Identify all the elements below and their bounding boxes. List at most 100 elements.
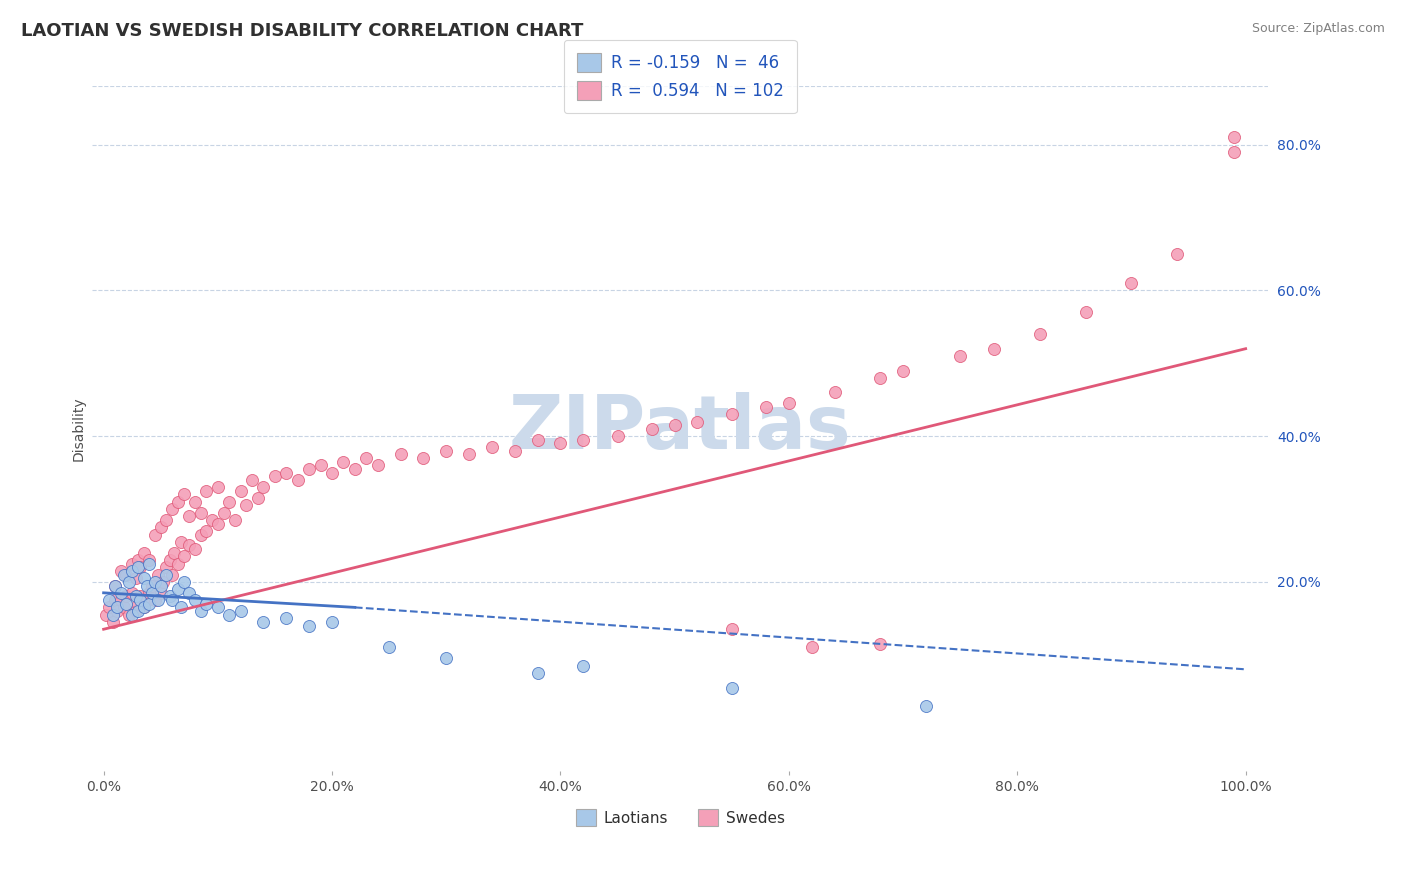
Point <box>246 491 269 505</box>
Point <box>207 600 229 615</box>
Point <box>121 607 143 622</box>
Point <box>132 600 155 615</box>
Point <box>240 473 263 487</box>
Point <box>105 604 128 618</box>
Point <box>138 586 160 600</box>
Point <box>143 574 166 589</box>
Point <box>118 607 141 622</box>
Point <box>129 593 152 607</box>
Point <box>148 567 170 582</box>
Point <box>141 578 163 592</box>
Point <box>127 597 149 611</box>
Point <box>149 520 172 534</box>
Point <box>503 443 526 458</box>
Point <box>190 604 212 618</box>
Point <box>572 433 595 447</box>
Point <box>141 586 163 600</box>
Point <box>166 557 188 571</box>
Point <box>869 637 891 651</box>
Point <box>207 480 229 494</box>
Point <box>124 590 146 604</box>
Point <box>252 615 274 629</box>
Point <box>343 462 366 476</box>
Point <box>159 553 181 567</box>
Point <box>129 590 152 604</box>
Point <box>195 597 218 611</box>
Point <box>132 600 155 615</box>
Point <box>1074 305 1097 319</box>
Point <box>332 455 354 469</box>
Point <box>136 593 159 607</box>
Point <box>155 567 177 582</box>
Point <box>755 400 778 414</box>
Point <box>149 586 172 600</box>
Point <box>101 615 124 629</box>
Point <box>155 560 177 574</box>
Point <box>159 590 181 604</box>
Point <box>287 473 309 487</box>
Point <box>195 483 218 498</box>
Point <box>915 698 938 713</box>
Point <box>309 458 332 473</box>
Point <box>127 553 149 567</box>
Point <box>121 557 143 571</box>
Point <box>115 590 138 604</box>
Point <box>218 494 240 508</box>
Point <box>112 600 135 615</box>
Point <box>367 458 389 473</box>
Point <box>98 593 121 607</box>
Point <box>170 534 193 549</box>
Point <box>112 567 135 582</box>
Point <box>160 502 183 516</box>
Point <box>1223 130 1246 145</box>
Point <box>526 665 548 680</box>
Point <box>264 469 287 483</box>
Point <box>110 586 132 600</box>
Point <box>606 429 628 443</box>
Point <box>229 483 252 498</box>
Point <box>389 447 412 461</box>
Point <box>136 578 159 592</box>
Point <box>115 567 138 582</box>
Point <box>434 443 457 458</box>
Point <box>184 494 207 508</box>
Point <box>132 571 155 585</box>
Point <box>949 349 972 363</box>
Point <box>572 658 595 673</box>
Point <box>104 578 127 592</box>
Point <box>163 546 186 560</box>
Point <box>173 574 195 589</box>
Point <box>104 578 127 592</box>
Point <box>229 604 252 618</box>
Point <box>720 407 742 421</box>
Point <box>118 574 141 589</box>
Point <box>105 600 128 615</box>
Point <box>166 582 188 597</box>
Point <box>1223 145 1246 159</box>
Point <box>550 436 572 450</box>
Point <box>207 516 229 531</box>
Point <box>720 622 742 636</box>
Text: ZIPatlas: ZIPatlas <box>509 392 852 466</box>
Point <box>778 396 800 410</box>
Point <box>129 560 152 574</box>
Point <box>720 681 742 695</box>
Point <box>800 640 823 655</box>
Point <box>127 560 149 574</box>
Point <box>664 418 686 433</box>
Point <box>152 574 174 589</box>
Point <box>179 509 201 524</box>
Point <box>641 422 664 436</box>
Point <box>356 450 378 465</box>
Point <box>481 440 503 454</box>
Point <box>121 564 143 578</box>
Point <box>179 538 201 552</box>
Point <box>173 549 195 564</box>
Point <box>201 513 224 527</box>
Point <box>160 567 183 582</box>
Point <box>224 513 246 527</box>
Point <box>110 564 132 578</box>
Point <box>235 499 257 513</box>
Point <box>127 604 149 618</box>
Point <box>160 593 183 607</box>
